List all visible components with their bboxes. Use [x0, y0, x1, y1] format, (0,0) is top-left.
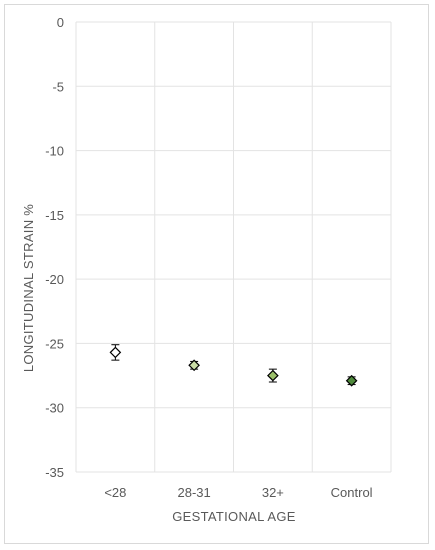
y-tick-label: -10: [45, 144, 64, 159]
y-tick-label: -30: [45, 401, 64, 416]
x-tick-label: <28: [104, 485, 126, 500]
data-point-3: [345, 374, 358, 387]
grid-layer: [75, 21, 392, 473]
y-tick-label: -15: [45, 208, 64, 223]
x-axis-title: GESTATIONAL AGE: [172, 509, 295, 524]
x-tick-label: 28-31: [178, 485, 211, 500]
chart-frame: [4, 4, 429, 544]
y-tick-label: -25: [45, 336, 64, 351]
x-tick-labels: <28 28-31 32+ Control: [104, 485, 372, 500]
diamond-marker: [188, 359, 200, 372]
y-tick-label: 0: [57, 15, 64, 30]
x-tick-label: Control: [331, 485, 373, 500]
y-axis-title: LONGITUDINAL STRAIN %: [21, 204, 36, 372]
x-tick-label: 32+: [262, 485, 284, 500]
diamond-marker: [345, 374, 358, 387]
diamond-marker: [267, 369, 279, 382]
data-point-1: [188, 359, 200, 372]
y-tick-label: -20: [45, 272, 64, 287]
y-tick-labels: 0 -5 -10 -15 -20 -25 -30 -35: [45, 15, 64, 480]
y-tick-label: -5: [52, 79, 64, 94]
data-point-2: [267, 368, 279, 383]
data-point-0: [109, 344, 122, 361]
data-points: [109, 344, 358, 387]
y-tick-label: -35: [45, 465, 64, 480]
diamond-marker: [109, 346, 122, 359]
